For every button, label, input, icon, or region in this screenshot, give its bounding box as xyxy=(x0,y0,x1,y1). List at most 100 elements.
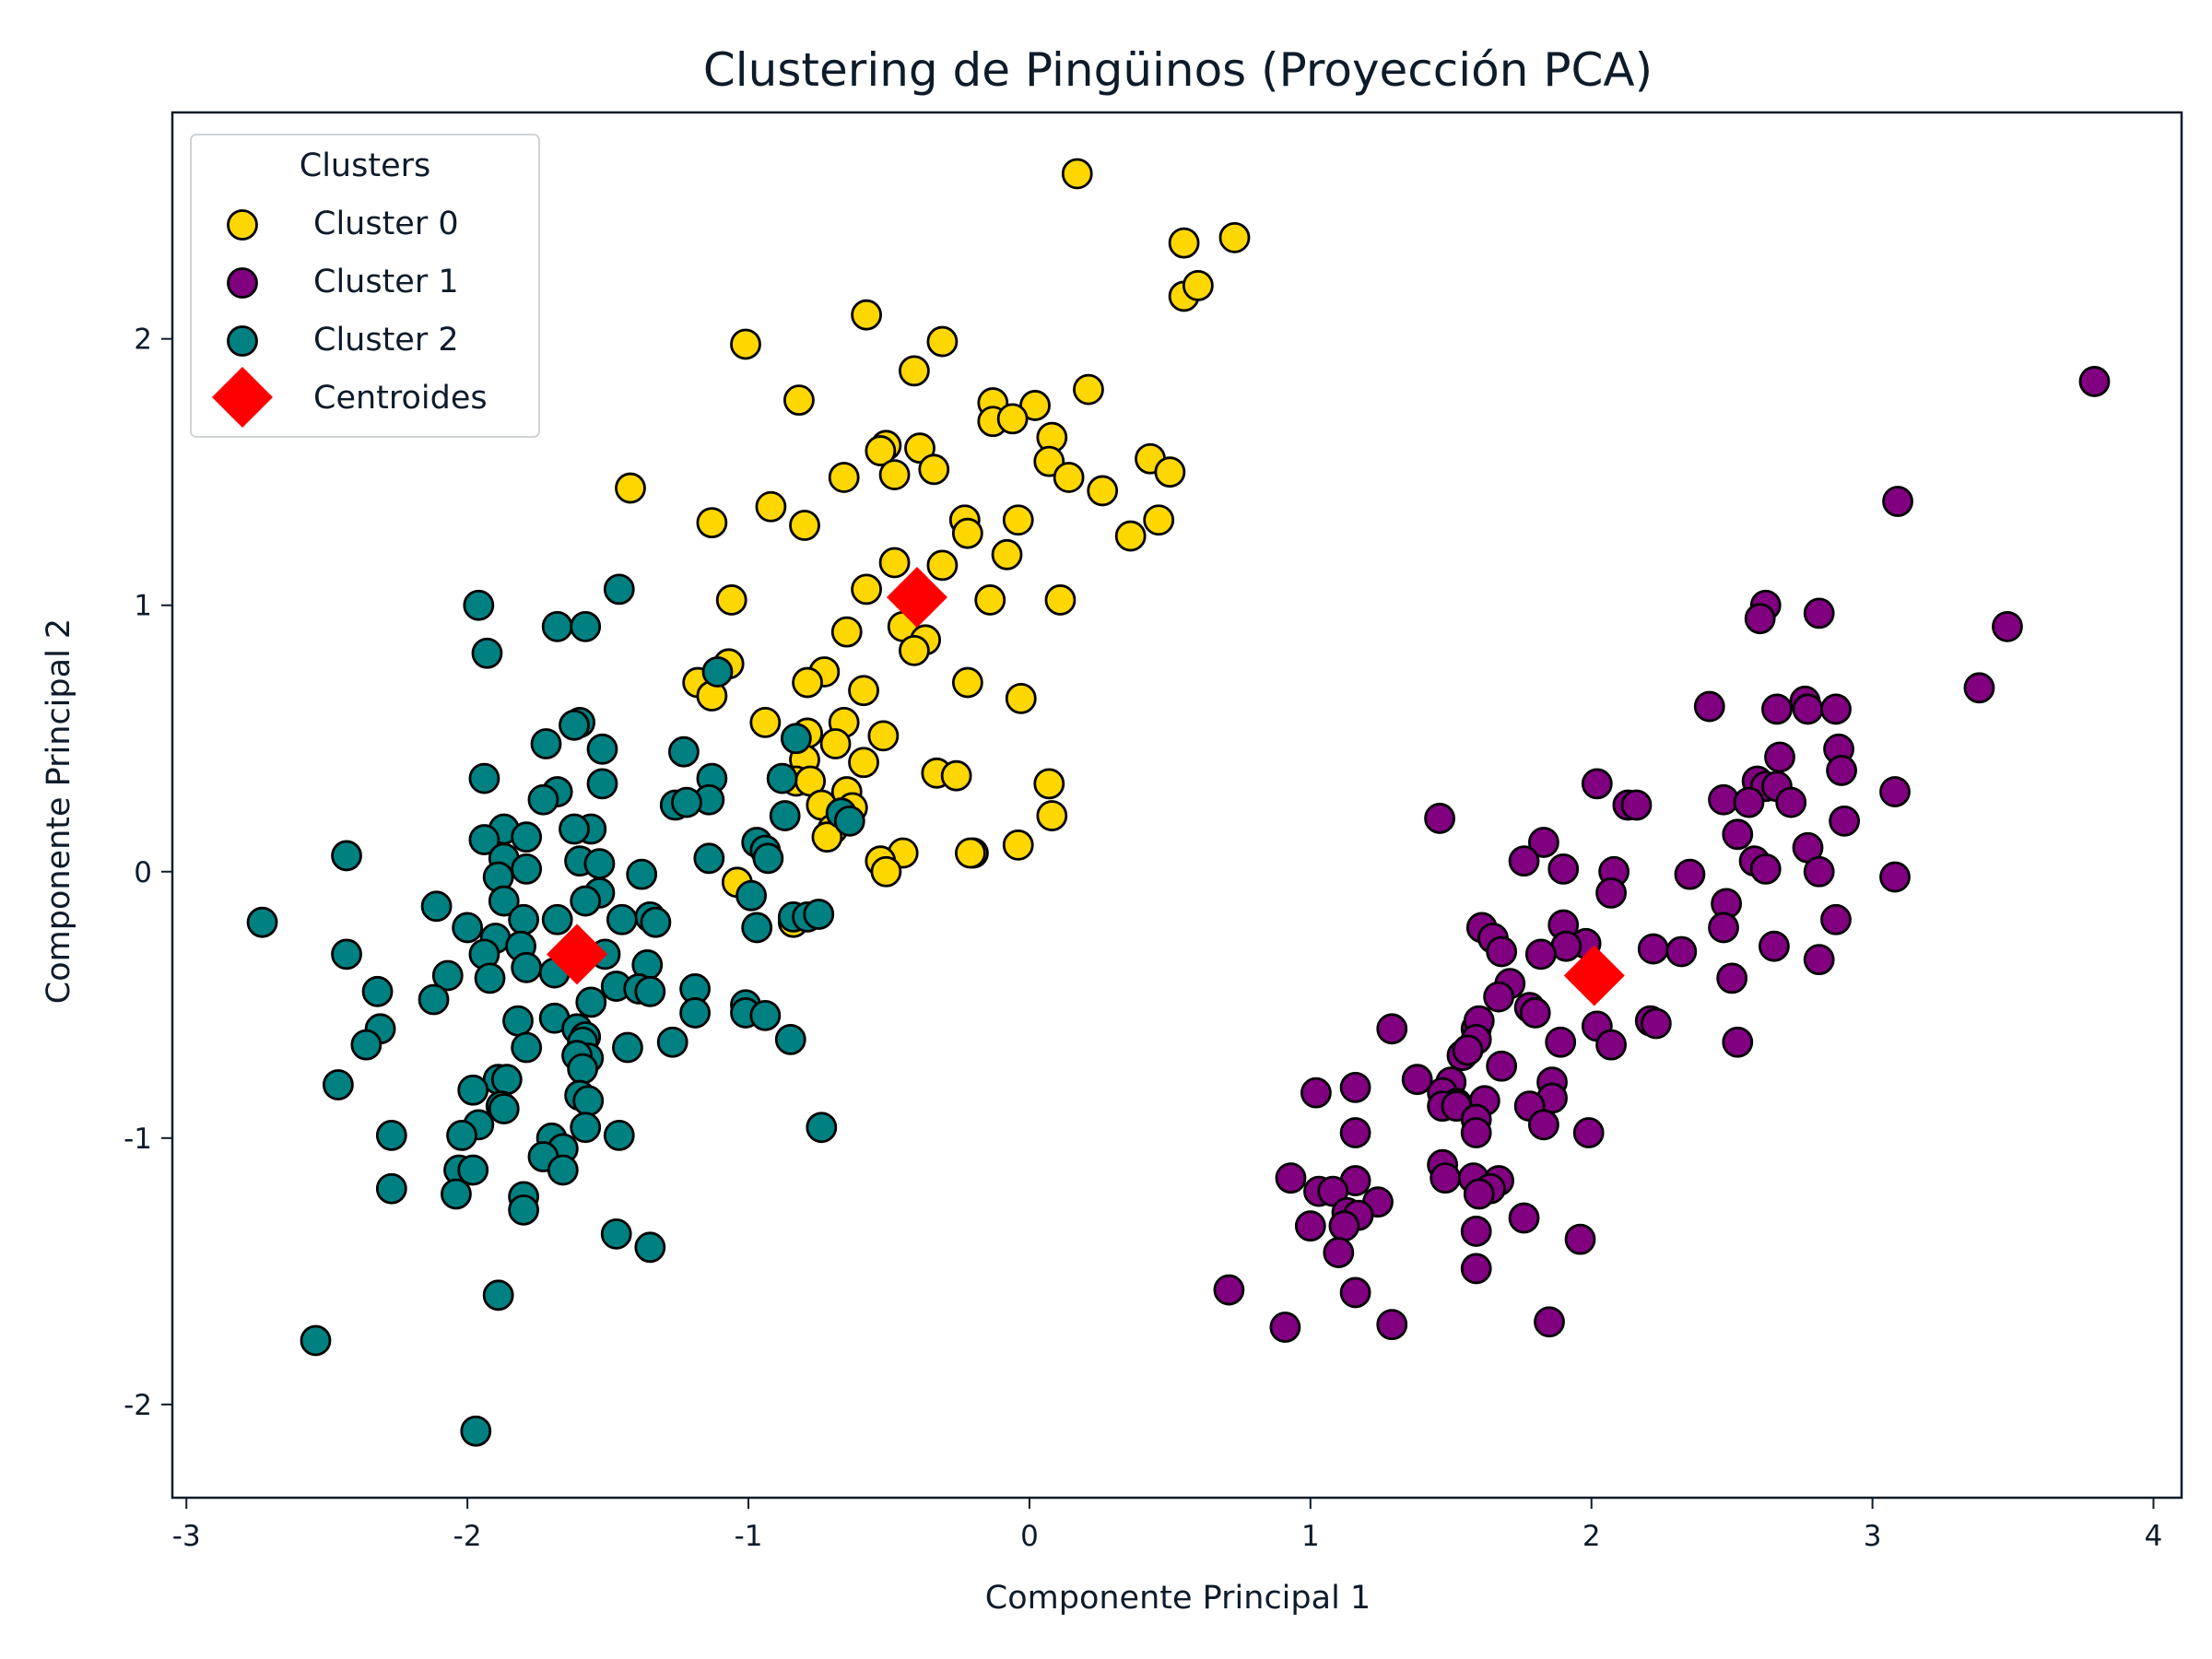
cluster-0-point xyxy=(1005,682,1037,714)
cluster-1-point xyxy=(1595,877,1627,909)
cluster-1-point xyxy=(1463,1178,1495,1210)
cluster-1-point xyxy=(1527,827,1559,858)
cluster-1-point xyxy=(1376,1013,1408,1045)
cluster-1-point xyxy=(1803,597,1835,629)
cluster-2-point xyxy=(246,906,278,938)
cluster-2-point xyxy=(508,1194,540,1226)
cluster-1-point xyxy=(1716,962,1748,994)
cluster-0-point xyxy=(974,584,1006,616)
cluster-1-point xyxy=(1775,786,1807,818)
cluster-2-point xyxy=(575,986,607,1018)
cluster-2-point xyxy=(502,1005,534,1037)
cluster-2-point xyxy=(752,842,784,875)
cluster-1-point xyxy=(1339,1117,1371,1148)
cluster-0-point xyxy=(848,675,879,707)
cluster-0-point xyxy=(1154,456,1186,488)
centroides-point xyxy=(1563,945,1625,1006)
cluster-2-point xyxy=(774,1023,806,1055)
cluster-1-point xyxy=(1708,912,1739,944)
legend-label-cluster-2: Cluster 2 xyxy=(313,322,459,359)
cluster-2-point xyxy=(463,589,495,621)
cluster-1-point xyxy=(1595,1029,1627,1061)
cluster-0-point xyxy=(996,403,1029,435)
cluster-0-point xyxy=(851,299,882,331)
cluster-1-point xyxy=(1269,1312,1301,1343)
cluster-0-point xyxy=(1143,504,1175,536)
cluster-0-point xyxy=(867,720,900,752)
cluster-1-point xyxy=(1519,997,1551,1029)
cluster-1-point xyxy=(1508,1202,1540,1234)
cluster-2-point xyxy=(350,1029,382,1061)
cluster-1-point xyxy=(1401,1064,1433,1096)
cluster-0-point xyxy=(1044,584,1077,616)
cluster-2-point xyxy=(780,723,812,755)
x-axis-ticks: -3 -2 -1 0 1 2 3 4 xyxy=(172,1498,2162,1553)
cluster-1-point xyxy=(1508,845,1540,877)
cluster-0-point xyxy=(1036,800,1068,831)
cluster-1-point xyxy=(1452,1034,1484,1066)
cluster-1-point xyxy=(1339,1277,1371,1309)
cluster-0-point xyxy=(1033,768,1065,800)
cluster-1-point xyxy=(1761,693,1793,725)
cluster-2-point xyxy=(420,890,453,923)
cluster-2-point xyxy=(603,1120,635,1151)
cluster-0-point xyxy=(904,432,935,465)
cluster-1-point xyxy=(1547,853,1580,885)
cluster-2-point xyxy=(606,903,638,935)
cluster-0-point xyxy=(749,706,782,738)
cluster-2-point xyxy=(530,728,562,759)
cluster-1-point xyxy=(1486,1050,1518,1082)
cluster-1-point xyxy=(1572,1117,1605,1148)
cluster-2-point xyxy=(668,735,700,768)
legend-marker-centroides xyxy=(212,367,273,428)
cluster-2-point xyxy=(482,1279,514,1312)
cluster-1-point xyxy=(1759,930,1790,962)
cluster-0-point xyxy=(1073,373,1104,406)
cluster-0-point xyxy=(783,384,815,417)
cluster-2-point xyxy=(541,903,573,935)
cluster-2-point xyxy=(612,1031,643,1064)
cluster-2-point xyxy=(600,1218,632,1250)
cluster-2-point xyxy=(735,879,767,912)
x-tick-label: -2 xyxy=(453,1520,482,1553)
cluster-2-point xyxy=(527,783,559,816)
cluster-1-point xyxy=(1792,693,1824,725)
cluster-2-point xyxy=(511,853,543,885)
plot-area-frame xyxy=(171,111,2183,1500)
cluster-1-point xyxy=(1882,486,1913,517)
cluster-1-point xyxy=(1733,786,1765,818)
cluster-0-point xyxy=(851,573,882,606)
cluster-0-point xyxy=(792,666,823,699)
cluster-2-point xyxy=(474,962,506,994)
cluster-2-point xyxy=(488,885,520,917)
cluster-0-point xyxy=(1087,475,1119,507)
x-tick-label: 2 xyxy=(1583,1520,1601,1553)
cluster-2-point xyxy=(471,637,503,669)
cluster-2-point xyxy=(361,975,394,1007)
cluster-0-point xyxy=(926,325,959,358)
cluster-2-point xyxy=(547,1154,579,1186)
cluster-2-point xyxy=(468,762,500,794)
cluster-0-point xyxy=(755,490,787,523)
cluster-2-point xyxy=(441,1178,472,1210)
cluster-1-point xyxy=(1879,776,1911,807)
y-tick-label: 0 xyxy=(134,856,152,889)
cluster-1-point xyxy=(1527,1109,1559,1141)
cluster-1-point xyxy=(1820,693,1852,725)
cluster-0-point xyxy=(955,837,986,869)
cluster-1-point xyxy=(1803,855,1835,888)
cluster-0-point xyxy=(819,728,852,759)
cluster-2-point xyxy=(490,1064,523,1096)
cluster-2-point xyxy=(511,1031,543,1064)
cluster-2-point xyxy=(508,903,540,935)
cluster-1-point xyxy=(1963,672,1995,704)
cluster-2-point xyxy=(452,912,484,944)
cluster-1-point xyxy=(1820,903,1852,935)
cluster-1-point xyxy=(1460,1253,1492,1285)
cluster-1-point xyxy=(1722,1026,1754,1058)
legend-label-cluster-0: Cluster 0 xyxy=(313,206,459,242)
cluster-0-point xyxy=(1114,520,1147,552)
cluster-2-point xyxy=(586,768,618,800)
cluster-2-point xyxy=(583,848,616,879)
cluster-0-point xyxy=(899,634,930,666)
